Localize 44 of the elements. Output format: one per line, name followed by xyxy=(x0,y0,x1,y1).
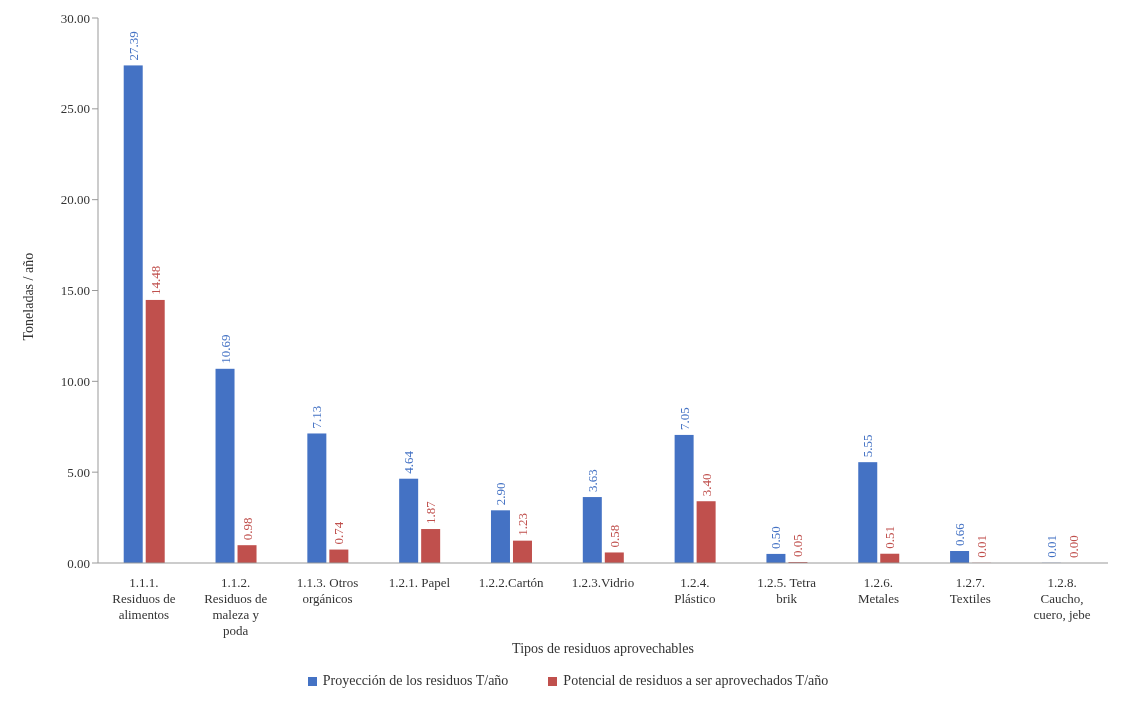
data-label: 7.05 xyxy=(676,407,692,430)
data-label: 0.74 xyxy=(331,521,347,545)
data-label: 0.00 xyxy=(1065,535,1081,558)
data-label: 0.51 xyxy=(882,525,898,549)
y-tick-label: 25.00 xyxy=(60,101,90,117)
data-label: 14.48 xyxy=(147,265,163,295)
data-label: 2.90 xyxy=(492,482,508,506)
legend-label: Proyección de los residuos T/año xyxy=(321,673,509,689)
x-tick-label: 1.2.1. Papel xyxy=(388,575,451,590)
data-label: 0.05 xyxy=(790,534,806,558)
data-label: 1.23 xyxy=(514,512,530,536)
x-tick-label: 1.2.5. Tetra brik xyxy=(757,575,817,606)
y-tick-label: 15.00 xyxy=(60,283,90,299)
x-tick-label: 1.2.3.Vidrio xyxy=(571,575,635,590)
data-label: 0.01 xyxy=(974,535,990,558)
data-label: 3.63 xyxy=(584,469,600,493)
y-tick-label: 10.00 xyxy=(60,373,90,389)
y-axis-title: Toneladas / año xyxy=(20,252,36,341)
x-tick-label: 1.2.2.Cartón xyxy=(478,575,544,590)
data-label: 0.50 xyxy=(768,526,784,549)
data-label: 1.87 xyxy=(423,500,439,525)
x-tick-label: 1.1.1. Residuos de alimentos xyxy=(112,575,176,622)
data-label: 27.39 xyxy=(125,31,141,61)
x-tick-label: 1.2.8. Caucho, cuero, jebe xyxy=(1033,575,1091,622)
y-tick-label: 0.00 xyxy=(67,555,90,571)
data-label: 7.13 xyxy=(309,405,325,429)
data-label: 4.64 xyxy=(401,450,417,474)
y-tick-label: 20.00 xyxy=(60,192,90,208)
x-tick-label: 1.2.6. Metales xyxy=(857,575,900,606)
x-tick-label: 1.1.3. Otros orgánicos xyxy=(296,575,359,606)
data-label: 0.98 xyxy=(239,517,255,541)
legend-label: Potencial de residuos a ser aprovechados T/año xyxy=(562,673,829,689)
data-label: 5.55 xyxy=(860,434,876,458)
y-tick-label: 30.00 xyxy=(60,10,90,26)
x-axis-title: Tipos de residuos aprovechables xyxy=(512,641,694,656)
x-tick-label: 1.2.4. Plástico xyxy=(674,575,716,606)
data-label: 10.69 xyxy=(217,334,233,364)
y-tick-label: 5.00 xyxy=(67,464,90,480)
data-label: 0.01 xyxy=(1043,535,1059,558)
x-tick-label: 1.1.2. Residuos de maleza y poda xyxy=(204,575,268,638)
data-label: 0.58 xyxy=(606,524,622,548)
data-label: 3.40 xyxy=(698,473,714,497)
data-label: 0.66 xyxy=(952,522,968,547)
x-tick-label: 1.2.7. Textiles xyxy=(949,575,991,606)
